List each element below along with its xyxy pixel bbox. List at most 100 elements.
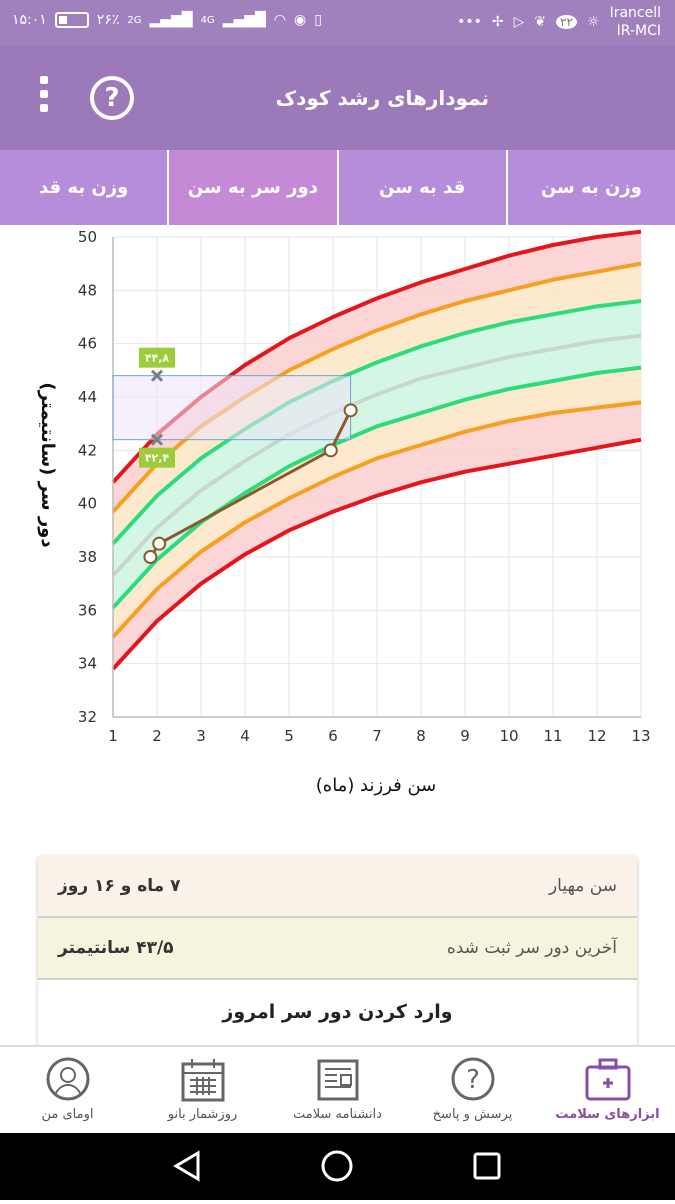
band-area bbox=[113, 367, 641, 637]
band-area bbox=[113, 402, 641, 669]
band-area bbox=[113, 263, 641, 544]
y-tick-label: 42 bbox=[78, 441, 97, 459]
y-tick-label: 36 bbox=[78, 601, 97, 619]
carrier-2: IR-MCI bbox=[616, 23, 661, 39]
home-icon[interactable] bbox=[321, 1150, 353, 1182]
summary-card: سن مهیار ۷ ماه و ۱۶ روز آخرین دور سر ثبت… bbox=[38, 856, 637, 1046]
band-area bbox=[113, 301, 641, 576]
x-tick-label: 2 bbox=[152, 727, 162, 745]
nav-label: روزشمار بانو bbox=[167, 1107, 238, 1122]
notif-count-badge: ۲۲ bbox=[556, 15, 577, 29]
y-tick-label: 34 bbox=[78, 655, 97, 673]
last-measure-label: آخرین دور سر ثبت شده bbox=[446, 938, 617, 958]
nav-label: اومای من bbox=[41, 1107, 94, 1122]
last-measure-row: آخرین دور سر ثبت شده ۴۳/۵ سانتیمتر bbox=[38, 918, 637, 980]
signal-icon-2: ▂▄▆█ bbox=[222, 12, 266, 28]
system-nav-bar bbox=[0, 1133, 675, 1200]
recents-icon[interactable] bbox=[473, 1152, 501, 1180]
y-tick-label: 44 bbox=[78, 388, 97, 406]
range-marker bbox=[150, 369, 164, 382]
x-tick-label: 12 bbox=[587, 727, 606, 745]
age-label: سن مهیار bbox=[548, 876, 617, 896]
x-tick-label: 1 bbox=[108, 727, 118, 745]
percentile-line bbox=[111, 333, 642, 578]
x-axis-label: سن فرزند (ماه) bbox=[316, 775, 437, 796]
tab-weight-height[interactable]: وزن به قد bbox=[38, 177, 129, 198]
measurement-point bbox=[343, 403, 358, 418]
nav-health-tools[interactable]: ابزارهای سلامت bbox=[540, 1047, 675, 1133]
nav-encyclopedia[interactable]: دانشنامه سلامت bbox=[270, 1047, 405, 1133]
status-bar: ۱۵:۰۱ ۲۶٪ 2G ▂▄▆█ 4G ▂▄▆█ ◠ ◉ ▯ ••• ✢ ▷ … bbox=[0, 0, 675, 46]
percentile-line bbox=[111, 299, 642, 546]
user-woman-icon bbox=[46, 1057, 89, 1101]
page-title: نمودارهای رشد کودک bbox=[275, 86, 489, 110]
add-measurement-button[interactable]: وارد کردن دور سر امروز bbox=[38, 980, 637, 1044]
measurement-line bbox=[149, 409, 352, 558]
y-tick-label: 48 bbox=[78, 281, 97, 299]
x-tick-label: 4 bbox=[240, 727, 250, 745]
y-tick-label: 46 bbox=[78, 335, 97, 353]
newspaper-icon bbox=[317, 1059, 358, 1101]
play-icon: ▷ bbox=[513, 14, 525, 30]
range-label-bg bbox=[139, 447, 175, 468]
signal-icon: ▂▄▆█ bbox=[149, 12, 193, 28]
svg-text:?: ? bbox=[466, 1065, 480, 1095]
x-tick-label: 6 bbox=[328, 727, 338, 745]
age-row: سن مهیار ۷ ماه و ۱۶ روز bbox=[38, 856, 637, 918]
percentile-line bbox=[111, 437, 642, 671]
growth-chart: 1 2 3 4 5 6 7 8 9 10 11 12 1332343638404244464850۴۴,… bbox=[37, 228, 651, 796]
range-label-bg bbox=[139, 347, 175, 368]
network-4g: 4G bbox=[200, 14, 215, 26]
carrier-info: Irancell IR-MCI bbox=[610, 4, 661, 40]
range-marker bbox=[150, 433, 164, 446]
clock: ۱۵:۰۱ bbox=[12, 12, 47, 28]
eye-icon: ◉ bbox=[293, 12, 307, 28]
band-area bbox=[113, 231, 641, 512]
nav-profile[interactable]: اومای من bbox=[0, 1047, 135, 1133]
percentile-line bbox=[111, 400, 642, 639]
battery-percent: ۲۶٪ bbox=[96, 12, 120, 28]
expected-range-box bbox=[112, 375, 352, 441]
band-area bbox=[113, 335, 641, 608]
x-tick-label: 9 bbox=[460, 727, 470, 745]
x-tick-label: 8 bbox=[416, 727, 426, 745]
tab-weight-age[interactable]: وزن به سن bbox=[505, 150, 675, 225]
x-tick-label: 11 bbox=[543, 727, 562, 745]
carrier-1: Irancell bbox=[609, 5, 661, 21]
network-2g: 2G bbox=[127, 14, 142, 26]
tab-head-age[interactable]: دور سر به سن bbox=[167, 150, 337, 225]
x-tick-label: 5 bbox=[284, 727, 294, 745]
measurement-point bbox=[323, 443, 338, 458]
last-measure-value: ۴۳/۵ سانتیمتر bbox=[58, 938, 174, 958]
question-bubble-icon: ? bbox=[451, 1057, 494, 1101]
tab-height-age[interactable]: قد به سن bbox=[336, 150, 506, 225]
y-tick-label: 40 bbox=[78, 495, 97, 513]
leaf-icon: ❦ bbox=[534, 14, 547, 30]
nav-label: دانشنامه سلامت bbox=[293, 1107, 382, 1122]
y-axis-label: دور سر (سانتیمتر) bbox=[37, 382, 58, 547]
back-icon[interactable] bbox=[173, 1150, 200, 1182]
x-tick-label: 13 bbox=[631, 727, 650, 745]
chart-tabs: وزن به سن قد به سن دور سر به سن وزن به ق… bbox=[0, 150, 675, 225]
nav-calendar[interactable]: روزشمار بانو bbox=[135, 1047, 270, 1133]
nav-qa[interactable]: ? پرسش و پاسخ bbox=[405, 1047, 540, 1133]
y-tick-label: 32 bbox=[78, 708, 97, 726]
range-label: ۴۴,۸ bbox=[145, 352, 170, 365]
app-bar: ? نمودارهای رشد کودک bbox=[0, 46, 675, 150]
x-tick-label: 7 bbox=[372, 727, 382, 745]
x-tick-label: 3 bbox=[196, 727, 206, 745]
y-tick-label: 38 bbox=[78, 548, 97, 566]
weather-icon: ☼ bbox=[587, 14, 600, 30]
y-tick-label: 50 bbox=[78, 228, 97, 246]
nav-label: ابزارهای سلامت bbox=[555, 1107, 660, 1122]
health-kit-icon bbox=[585, 1058, 630, 1101]
fan-icon: ✢ bbox=[491, 14, 504, 30]
range-label: ۴۲,۴ bbox=[145, 452, 170, 465]
bottom-nav: ابزارهای سلامت ? پرسش و پاسخ دانشنامه سل… bbox=[0, 1045, 675, 1133]
more-notifications-icon: ••• bbox=[457, 14, 482, 30]
vibrate-icon: ▯ bbox=[314, 12, 322, 28]
help-icon[interactable]: ? bbox=[90, 76, 134, 120]
more-options-icon[interactable] bbox=[38, 76, 50, 120]
calendar-icon bbox=[181, 1059, 224, 1102]
age-value: ۷ ماه و ۱۶ روز bbox=[58, 876, 181, 896]
